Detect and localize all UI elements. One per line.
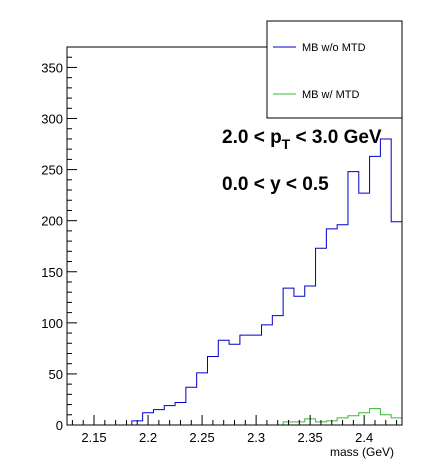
y-tick-label: 50 [49,367,63,382]
axes-layer: 2.15 2.2 2.25 2.3 2.35 2.4 0 50 100 150 200 250 300 3… [41,46,398,445]
y-tick-label: 0 [56,418,63,433]
pt-range-prefix: 2.0 < p [222,127,282,148]
x-tick-label: 2.2 [139,430,157,445]
y-tick-label: 150 [41,265,63,280]
y-tick-label: 100 [41,316,63,331]
pt-range-suffix: < 3.0 GeV [290,127,382,148]
x-tick-label: 2.15 [81,430,106,445]
legend-entry-mb-w-mtd: MB w/ MTD [302,89,359,101]
x-tick-label: 2.3 [247,430,265,445]
x-tick-label: 2.25 [189,430,214,445]
x-tick-label: 2.35 [297,430,322,445]
y-tick-label: 350 [41,60,63,75]
x-tick-label: 2.4 [355,430,373,445]
x-axis-title: mass (GeV) [330,445,394,459]
y-tick-label: 300 [41,112,63,127]
y-tick-label: 250 [41,163,63,178]
legend-entry-mb-wo-mtd: MB w/o MTD [302,42,366,54]
rapidity-range-annotation: 0.0 < y < 0.5 [222,174,329,195]
legend-box [266,20,403,119]
pt-range-subscript: T [282,136,291,152]
series-line-0 [67,138,402,426]
y-tick-label: 200 [41,214,63,229]
pt-range-annotation: 2.0 < pT < 3.0 GeV [222,127,382,152]
